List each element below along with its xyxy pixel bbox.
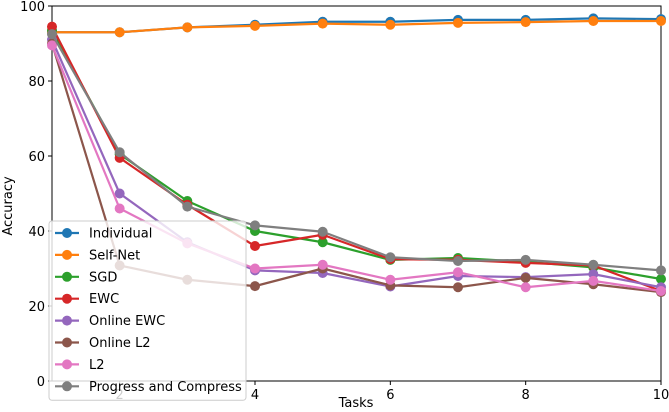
data-point-progress-and-compress — [250, 220, 260, 231]
data-point-l2 — [114, 203, 125, 214]
legend-label: EWC — [89, 292, 119, 307]
data-point-online-ewc — [114, 188, 125, 199]
data-point-l2 — [47, 40, 57, 51]
data-point-self-net — [385, 19, 396, 30]
x-tick-label: 6 — [386, 388, 394, 403]
legend-item-sgd: SGD — [55, 270, 117, 285]
data-point-self-net — [588, 16, 599, 26]
legend-item-online-l2: Online L2 — [55, 336, 151, 351]
data-point-l2 — [250, 263, 260, 274]
data-point-sgd — [656, 274, 666, 284]
data-point-self-net — [250, 20, 260, 31]
data-point-ewc — [47, 21, 57, 32]
y-axis: 0 20 40 60 80 100 — [20, 0, 52, 390]
data-point-online-l2 — [453, 282, 463, 293]
y-tick-label: 100 — [20, 0, 45, 15]
y-tick-label: 20 — [28, 300, 45, 315]
y-tick-label: 40 — [28, 225, 45, 240]
data-point-online-l2 — [520, 272, 531, 283]
legend-label: SGD — [89, 270, 117, 285]
y-axis-label: Accuracy — [1, 176, 16, 236]
data-point-l2 — [317, 259, 328, 270]
data-point-progress-and-compress — [453, 256, 463, 266]
data-point-self-net — [182, 22, 193, 33]
plot-area — [51, 5, 662, 382]
legend-label: Online EWC — [89, 314, 165, 329]
legend-swatch-marker — [62, 315, 72, 326]
x-tick-label: 4 — [251, 388, 259, 403]
data-point-self-net — [520, 17, 531, 28]
legend-label: Online L2 — [89, 336, 151, 351]
y-tick-label: 80 — [28, 75, 45, 90]
legend-box — [48, 220, 247, 401]
series-self-net — [47, 16, 666, 38]
series-line-self-net — [52, 19, 661, 34]
data-point-l2 — [656, 286, 666, 296]
data-point-progress-and-compress — [47, 29, 57, 40]
legend-item-online-ewc: Online EWC — [55, 314, 165, 329]
legend-swatch-marker — [62, 271, 72, 282]
legend-label: L2 — [89, 358, 105, 373]
legend-item-l2: L2 — [55, 358, 105, 373]
legend-swatch-marker — [62, 293, 72, 304]
legend-item-individual: Individual — [55, 227, 152, 242]
y-tick-label: 0 — [37, 375, 45, 390]
data-point-self-net — [453, 17, 463, 28]
legend-label: Progress and Compress — [89, 380, 242, 395]
legend-swatch-marker — [62, 359, 72, 370]
legend-item-progress-and-compress: Progress and Compress — [55, 380, 242, 395]
data-point-progress-and-compress — [385, 252, 396, 263]
data-point-progress-and-compress — [520, 254, 531, 265]
legend: Individual Self-Net SGD EWC Online EWC Online… — [48, 220, 247, 401]
data-point-l2 — [520, 282, 531, 293]
x-tick-label: 8 — [522, 388, 530, 403]
data-point-ewc — [250, 241, 260, 251]
legend-swatch-marker — [62, 249, 72, 260]
data-point-l2 — [453, 267, 463, 278]
x-tick-label: 10 — [653, 388, 669, 403]
data-point-progress-and-compress — [182, 201, 193, 212]
data-point-self-net — [317, 18, 328, 29]
series-line-ewc — [51, 26, 662, 293]
data-point-self-net — [656, 16, 666, 26]
series-line-progress-and-compress — [51, 33, 662, 272]
series-progress-and-compress — [47, 29, 666, 276]
series-layer — [47, 13, 666, 298]
data-point-online-l2 — [250, 281, 260, 292]
data-point-sgd — [317, 237, 328, 248]
legend-label: Self-Net — [89, 248, 140, 263]
legend-label: Individual — [89, 227, 152, 242]
data-point-self-net — [114, 27, 125, 38]
legend-item-self-net: Self-Net — [55, 248, 140, 263]
data-point-progress-and-compress — [656, 265, 666, 276]
plot-frame — [51, 5, 662, 382]
data-point-progress-and-compress — [114, 147, 125, 158]
data-point-l2 — [385, 274, 396, 285]
data-point-l2 — [588, 275, 599, 286]
series-line-online-ewc — [50, 39, 662, 289]
legend-swatch-marker — [62, 228, 72, 238]
legend-item-ewc: EWC — [55, 292, 119, 307]
y-tick-label: 60 — [28, 150, 45, 165]
data-point-progress-and-compress — [588, 259, 599, 270]
x-axis-label: Tasks — [338, 396, 374, 411]
series-individual — [47, 13, 666, 38]
legend-swatch-marker — [62, 381, 72, 392]
legend-swatch-marker — [62, 337, 72, 348]
data-point-progress-and-compress — [317, 226, 328, 237]
